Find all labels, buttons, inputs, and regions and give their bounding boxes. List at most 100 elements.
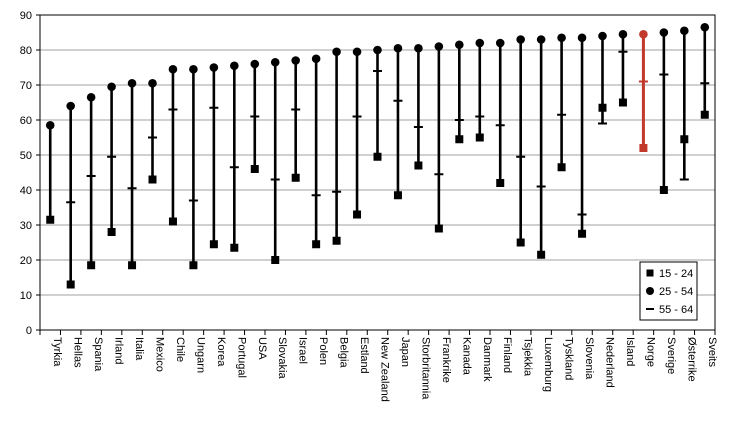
marker-15-24 — [250, 165, 259, 173]
y-tick-label: 10 — [20, 290, 32, 302]
marker-15-24 — [107, 228, 116, 236]
marker-25-54 — [373, 45, 382, 55]
y-tick-label: 20 — [20, 255, 32, 267]
x-tick-label: Estland — [358, 337, 370, 374]
x-tick-label: Portugal — [235, 337, 247, 378]
y-tick-label: 40 — [20, 185, 32, 197]
x-tick-label: Spania — [92, 337, 104, 372]
marker-25-54 — [189, 64, 198, 74]
x-tick-label: Ungarn — [194, 337, 206, 373]
x-tick-label: Korea — [215, 337, 227, 367]
marker-25-54 — [107, 82, 116, 92]
legend-label: 25 - 54 — [659, 286, 693, 298]
marker-15-24 — [291, 173, 300, 182]
marker-25-54 — [700, 22, 710, 32]
marker-25-54 — [45, 120, 55, 130]
y-tick-label: 50 — [20, 150, 32, 162]
marker-15-24 — [414, 161, 423, 170]
marker-15-24 — [659, 186, 668, 194]
x-tick-label: Hellas — [72, 337, 84, 368]
y-tick-label: 0 — [26, 325, 32, 337]
x-tick-label: Irland — [113, 337, 125, 365]
x-tick-label: Danmark — [481, 337, 493, 382]
marker-25-54 — [311, 54, 321, 64]
marker-25-54 — [680, 26, 689, 36]
x-tick-label: Mexico — [154, 337, 166, 372]
marker-15-24 — [639, 144, 648, 152]
marker-25-54 — [148, 78, 157, 88]
marker-15-24 — [700, 110, 709, 119]
x-tick-label: Frankrike — [440, 337, 452, 383]
marker-15-24 — [537, 250, 546, 259]
marker-25-54 — [352, 47, 362, 57]
marker-25-54 — [475, 38, 485, 48]
marker-25-54 — [66, 101, 75, 111]
marker-25-54 — [209, 63, 219, 72]
x-tick-label: Luxemburg — [542, 337, 554, 392]
x-tick-label: Chile — [174, 337, 186, 362]
y-tick-label: 90 — [20, 10, 32, 22]
x-tick-label: Japan — [399, 337, 411, 367]
marker-25-54 — [86, 92, 96, 102]
x-tick-label: New Zealand — [379, 337, 391, 402]
x-axis: Tyrkia Hellas Spania Irland Italia Mexico Chil… — [39, 330, 718, 402]
marker-25-54 — [495, 38, 505, 48]
marker-15-24 — [455, 135, 464, 144]
x-tick-label: Storbritannia — [419, 337, 431, 400]
marker-25-54 — [577, 33, 587, 43]
marker-25-54 — [230, 61, 239, 71]
marker-25-54 — [168, 64, 178, 74]
x-tick-label: Sverige — [665, 337, 677, 374]
marker-15-24 — [353, 210, 362, 219]
y-tick-label: 60 — [20, 115, 32, 127]
marker-25-54 — [639, 29, 648, 39]
marker-25-54 — [434, 42, 444, 51]
marker-15-24 — [332, 236, 341, 245]
marker-25-54 — [516, 35, 525, 44]
legend-label: 15 - 24 — [659, 268, 693, 280]
marker-15-24 — [209, 240, 218, 249]
x-tick-label: Norge — [644, 337, 656, 367]
marker-25-54 — [291, 56, 300, 65]
marker-15-24 — [373, 152, 382, 161]
x-tick-label: Nederland — [604, 337, 616, 388]
marker-15-24 — [46, 215, 55, 224]
x-tick-label: Østerrike — [685, 337, 697, 382]
marker-25-54 — [536, 35, 546, 44]
x-tick-label: Kanada — [460, 337, 472, 376]
marker-15-24 — [578, 229, 587, 238]
legend: 15 - 24 25 - 54 55 - 64 — [639, 261, 698, 321]
marker-15-24 — [271, 256, 280, 264]
x-tick-label: Sveits — [706, 337, 718, 367]
marker-25-54 — [557, 33, 566, 43]
marker-15-24 — [66, 280, 75, 289]
marker-25-54 — [250, 59, 260, 69]
y-tick-label: 80 — [20, 45, 32, 57]
x-tick-label: Slovakia — [276, 337, 288, 379]
marker-25-54 — [127, 78, 137, 88]
marker-25-54 — [332, 47, 341, 57]
y-tick-label: 30 — [20, 220, 32, 232]
marker-15-24 — [516, 238, 525, 247]
x-tick-label: Slovenia — [583, 337, 595, 380]
legend-circle-marker — [646, 287, 654, 295]
legend-label: 55 - 64 — [659, 304, 693, 316]
legend-square-marker — [646, 269, 654, 277]
marker-15-24 — [598, 103, 607, 112]
y-axis: 0 10 20 30 40 50 60 70 80 90 — [20, 10, 40, 337]
marker-15-24 — [434, 224, 443, 233]
y-tick-label: 70 — [20, 80, 32, 92]
x-tick-label: Israel — [297, 337, 309, 364]
marker-15-24 — [230, 243, 239, 252]
data-series — [45, 22, 710, 289]
marker-25-54 — [393, 43, 403, 53]
x-tick-label: Tsjekkia — [522, 337, 534, 377]
x-tick-label: Polen — [317, 337, 329, 365]
marker-15-24 — [168, 217, 177, 226]
marker-15-24 — [189, 261, 198, 270]
marker-25-54 — [455, 40, 464, 50]
marker-15-24 — [680, 135, 689, 144]
marker-15-24 — [312, 240, 321, 249]
marker-15-24 — [475, 133, 484, 142]
